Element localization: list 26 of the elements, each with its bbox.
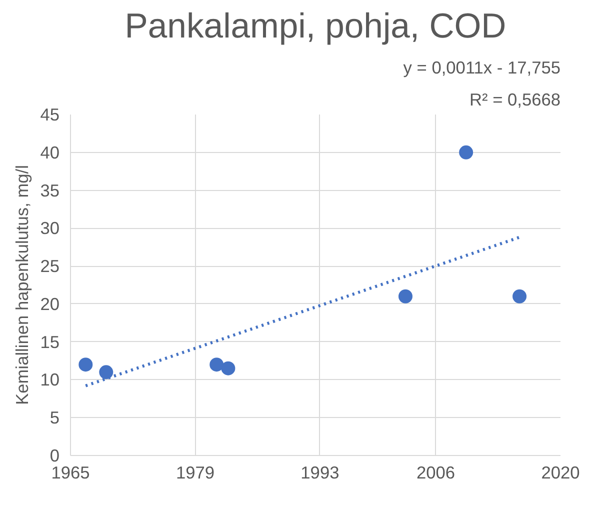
point [78,358,93,372]
x-tick-label: 1979 [176,462,215,482]
y-tick-label: 25 [40,256,60,276]
y-tick-label: 35 [40,180,60,200]
chart-title: Pankalampi, pohja, COD [124,8,506,46]
text: R² = 0,5668 [469,90,561,110]
y-tick-label: 40 [40,142,60,162]
y-tick-label: 45 [40,104,60,124]
text: y = 0,0011x - 17,755 [403,58,561,78]
y-tick-label: 5 [50,408,60,428]
y-axis-title: Kemiallinen hapenkulutus, mg/l [12,165,32,405]
y-tick-label: 15 [40,332,60,352]
y-tick-label: 30 [40,218,60,238]
x-tick-label: 1965 [51,462,90,482]
y-tick-label: 20 [40,294,60,314]
point [99,365,114,380]
x-tick-label: 2006 [416,462,456,482]
point [512,289,527,304]
point [398,289,412,304]
y-tick-label: 10 [40,370,60,390]
y-tick-label: 0 [50,446,60,466]
point [210,358,224,372]
x-tick-label: 1993 [300,462,340,482]
point [221,361,236,376]
x-tick-label: 2020 [541,462,580,482]
point [459,145,474,160]
